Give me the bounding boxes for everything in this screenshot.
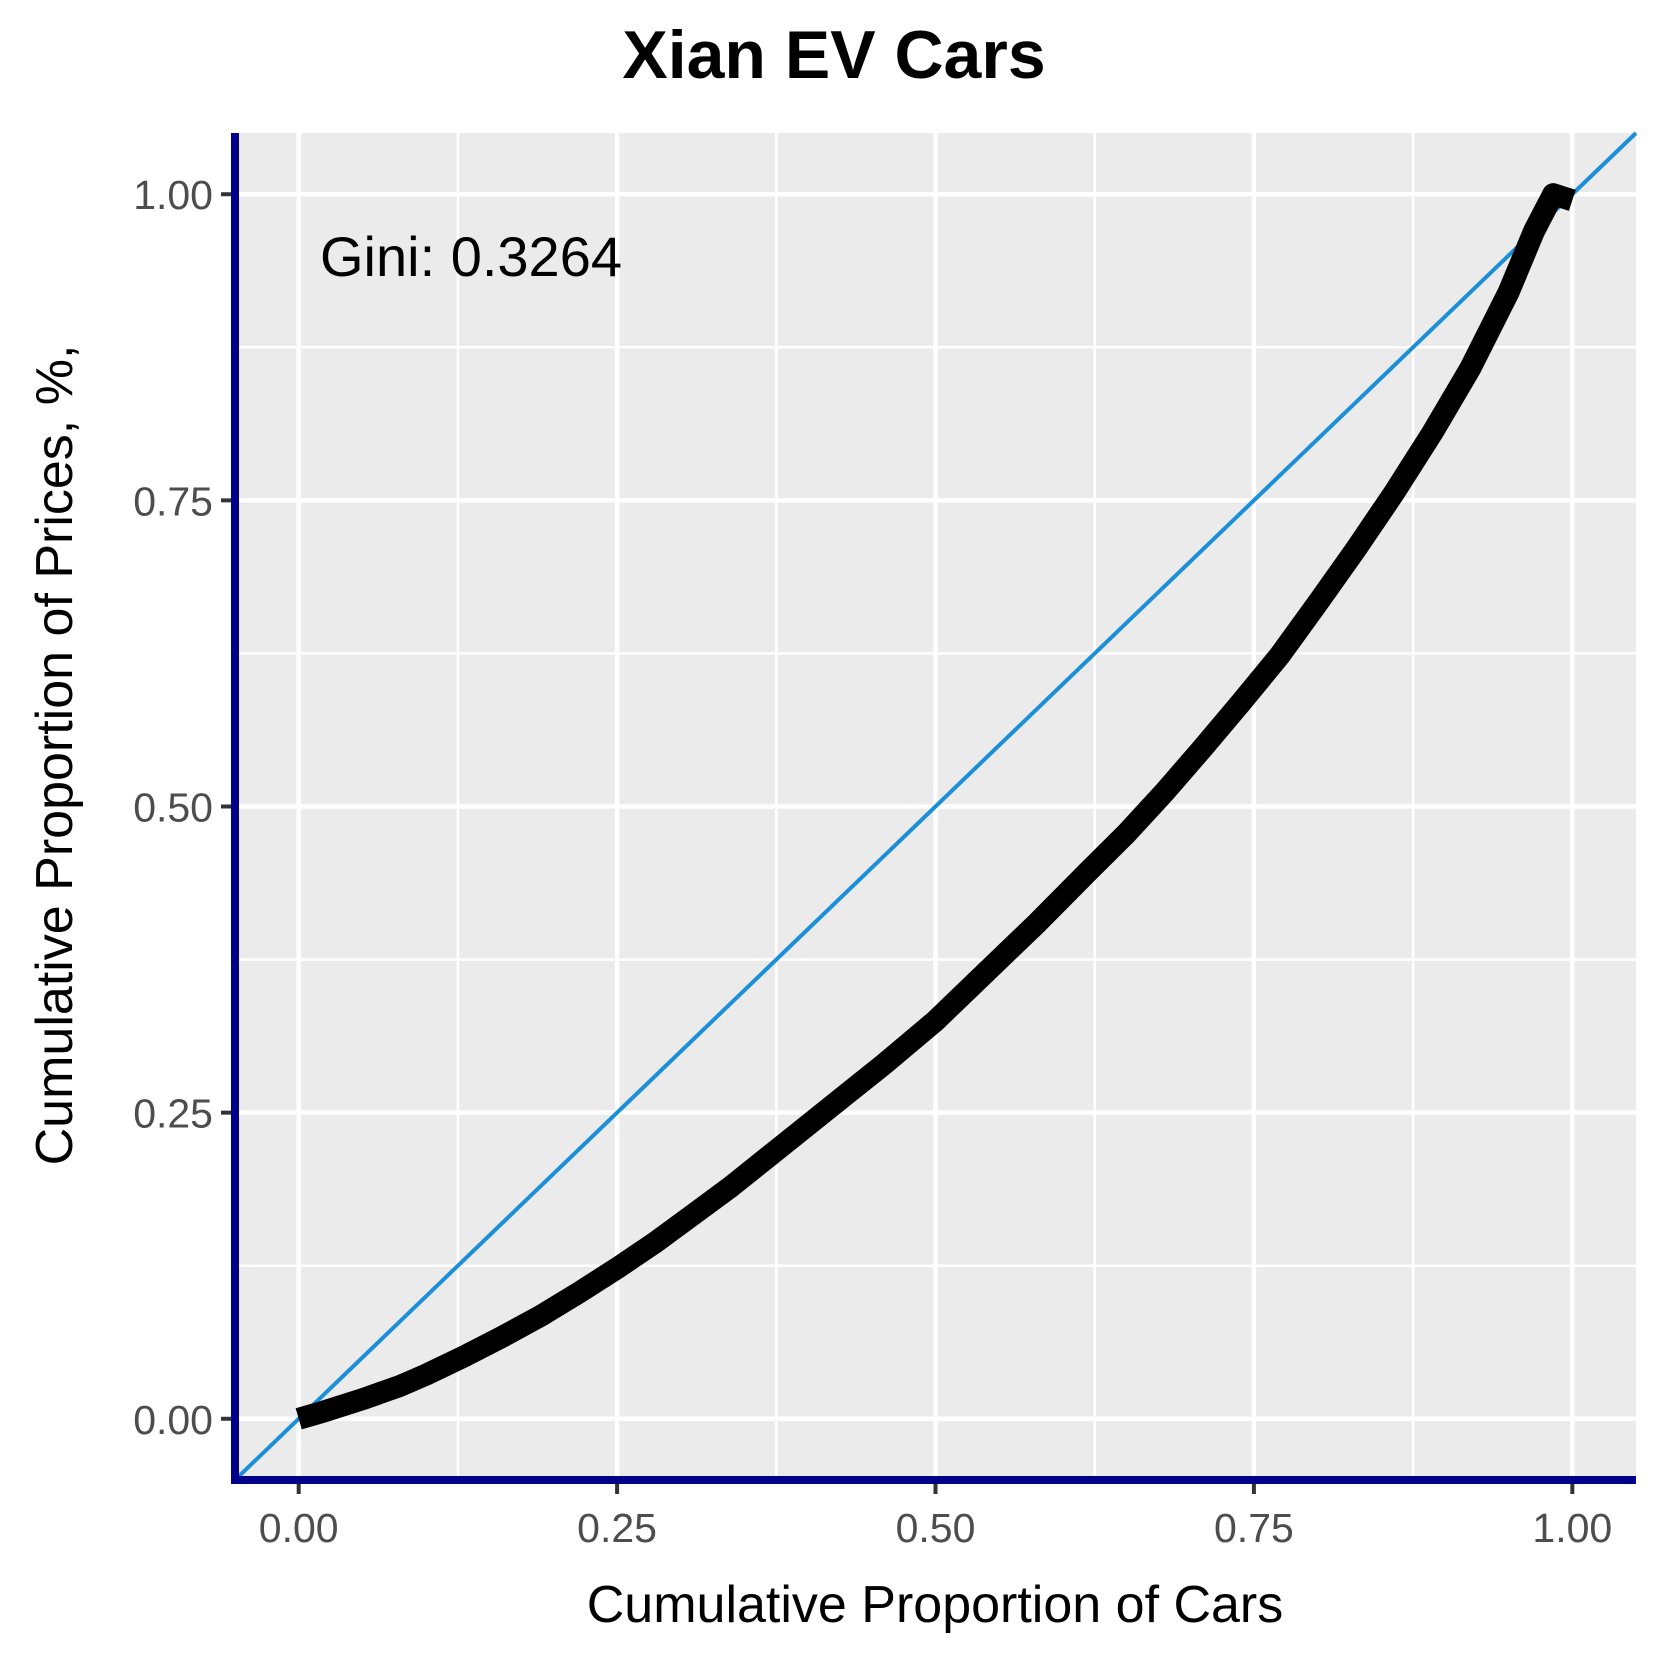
- y-axis-title: Cumulative Proportion of Prices, %,: [26, 345, 84, 1166]
- x-tick-label: 0.25: [577, 1505, 657, 1551]
- y-tick-label: 1.00: [133, 172, 213, 218]
- y-tick-label: 0.75: [133, 478, 213, 524]
- equality-reference-line: [233, 131, 1638, 1482]
- y-tick-label: 0.25: [133, 1091, 213, 1137]
- y-tick-label: 0.00: [133, 1397, 213, 1443]
- x-tick-label: 0.50: [896, 1505, 976, 1551]
- x-axis-ticks: 0.00 0.25 0.50 0.75 1.00: [259, 1484, 1612, 1551]
- x-tick-label: 1.00: [1532, 1505, 1612, 1551]
- gini-annotation: Gini: 0.3264: [320, 225, 622, 288]
- chart-title: Xian EV Cars: [622, 17, 1045, 93]
- x-tick-label: 0.00: [259, 1505, 339, 1551]
- x-tick-label: 0.75: [1214, 1505, 1294, 1551]
- x-axis-title: Cumulative Proportion of Cars: [587, 1576, 1284, 1634]
- lorenz-curve: [295, 183, 1576, 1430]
- y-tick-label: 0.50: [133, 785, 213, 831]
- y-axis-ticks: 0.00 0.25 0.50 0.75 1.00: [133, 172, 231, 1443]
